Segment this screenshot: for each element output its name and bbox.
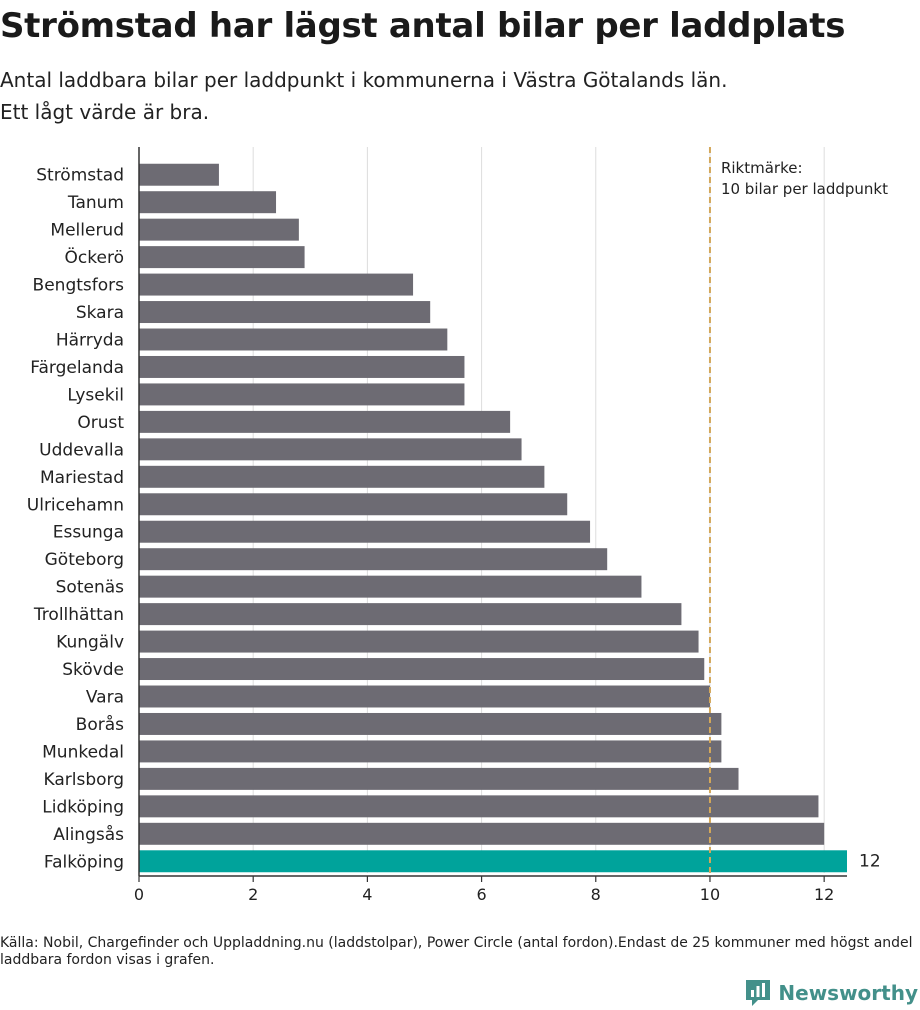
category-label: Kungälv — [56, 633, 124, 653]
bar — [139, 438, 522, 461]
bar — [139, 548, 608, 571]
category-label: Ulricehamn — [27, 495, 124, 515]
bar — [139, 603, 682, 626]
bar — [139, 301, 431, 324]
category-label: Öckerö — [65, 246, 124, 268]
x-tick-label: 6 — [476, 885, 486, 904]
reference-label-line-2: 10 bilar per laddpunkt — [721, 180, 888, 198]
x-tick-label: 2 — [248, 885, 258, 904]
category-label: Munkedal — [42, 742, 124, 762]
brand: Newsworthy — [744, 978, 918, 1008]
bar-chart: Riktmärke: 10 bilar per laddpunkt Strömst… — [27, 147, 888, 904]
bar — [139, 410, 511, 433]
category-label: Borås — [76, 714, 124, 735]
category-label: Lidköping — [42, 797, 124, 817]
category-label: Strömstad — [36, 166, 124, 186]
source-footnote: Källa: Nobil, Chargefinder och Uppladdni… — [0, 935, 913, 968]
category-label: Tanum — [67, 193, 124, 213]
bar — [139, 328, 448, 351]
bar — [139, 246, 305, 269]
chart-subtitle: Antal laddbara bilar per laddpunkt i kom… — [0, 64, 727, 128]
category-label: Skara — [76, 303, 124, 323]
bar — [139, 795, 819, 818]
category-label: Bengtsfors — [33, 276, 125, 296]
category-label: Färgelanda — [30, 358, 124, 378]
bar — [139, 850, 847, 873]
category-label: Härryda — [56, 331, 124, 351]
category-label: Uddevalla — [39, 440, 124, 460]
bar — [139, 685, 710, 708]
bar — [139, 658, 705, 681]
category-label: Sotenäs — [56, 578, 125, 598]
newsworthy-logo-icon — [746, 980, 771, 1006]
category-label: Göteborg — [45, 550, 124, 570]
bar — [139, 630, 699, 653]
bar — [139, 520, 591, 543]
reference-label-line-1: Riktmärke: — [721, 159, 803, 177]
reference-line-group: Riktmärke: 10 bilar per laddpunkt — [708, 147, 888, 873]
bar — [139, 740, 722, 763]
category-label: Karlsborg — [43, 770, 124, 790]
bar — [139, 163, 219, 186]
subtitle-line-2: Ett lågt värde är bra. — [0, 100, 210, 124]
bar — [139, 575, 642, 598]
bar — [139, 767, 739, 790]
bars — [139, 163, 847, 873]
bar — [139, 218, 299, 241]
bar — [139, 191, 277, 214]
category-label: Skövde — [62, 660, 124, 680]
x-tick-label: 0 — [134, 885, 144, 904]
category-labels: Strömstad Tanum Mellerud Öckerö Bengtsfors Sk… — [27, 166, 881, 873]
category-label: Vara — [86, 688, 124, 708]
brand-name: Newsworthy — [778, 981, 918, 1005]
x-tick-label: 10 — [700, 885, 720, 904]
category-label: Orust — [77, 413, 124, 433]
bar — [139, 465, 545, 488]
x-tick-label: 8 — [591, 885, 601, 904]
category-label: Alingsås — [53, 824, 124, 845]
data-label: 12 — [859, 851, 881, 871]
category-label: Essunga — [53, 523, 124, 543]
bar — [139, 273, 414, 296]
category-label: Mariestad — [40, 468, 124, 488]
x-tick-label: 12 — [814, 885, 834, 904]
bar — [139, 822, 825, 845]
category-label: Lysekil — [67, 385, 124, 405]
category-label: Falköping — [44, 852, 124, 872]
category-label: Trollhättan — [33, 605, 124, 625]
category-label: Mellerud — [50, 221, 124, 241]
bar — [139, 493, 568, 516]
bar — [139, 355, 465, 378]
x-tick-label: 4 — [362, 885, 372, 904]
bar — [139, 712, 722, 735]
chart-title: Strömstad har lägst antal bilar per ladd… — [0, 6, 846, 46]
subtitle-line-1: Antal laddbara bilar per laddpunkt i kom… — [0, 68, 728, 92]
bar — [139, 383, 465, 406]
x-axis: 0 2 4 6 8 10 12 — [134, 147, 847, 904]
